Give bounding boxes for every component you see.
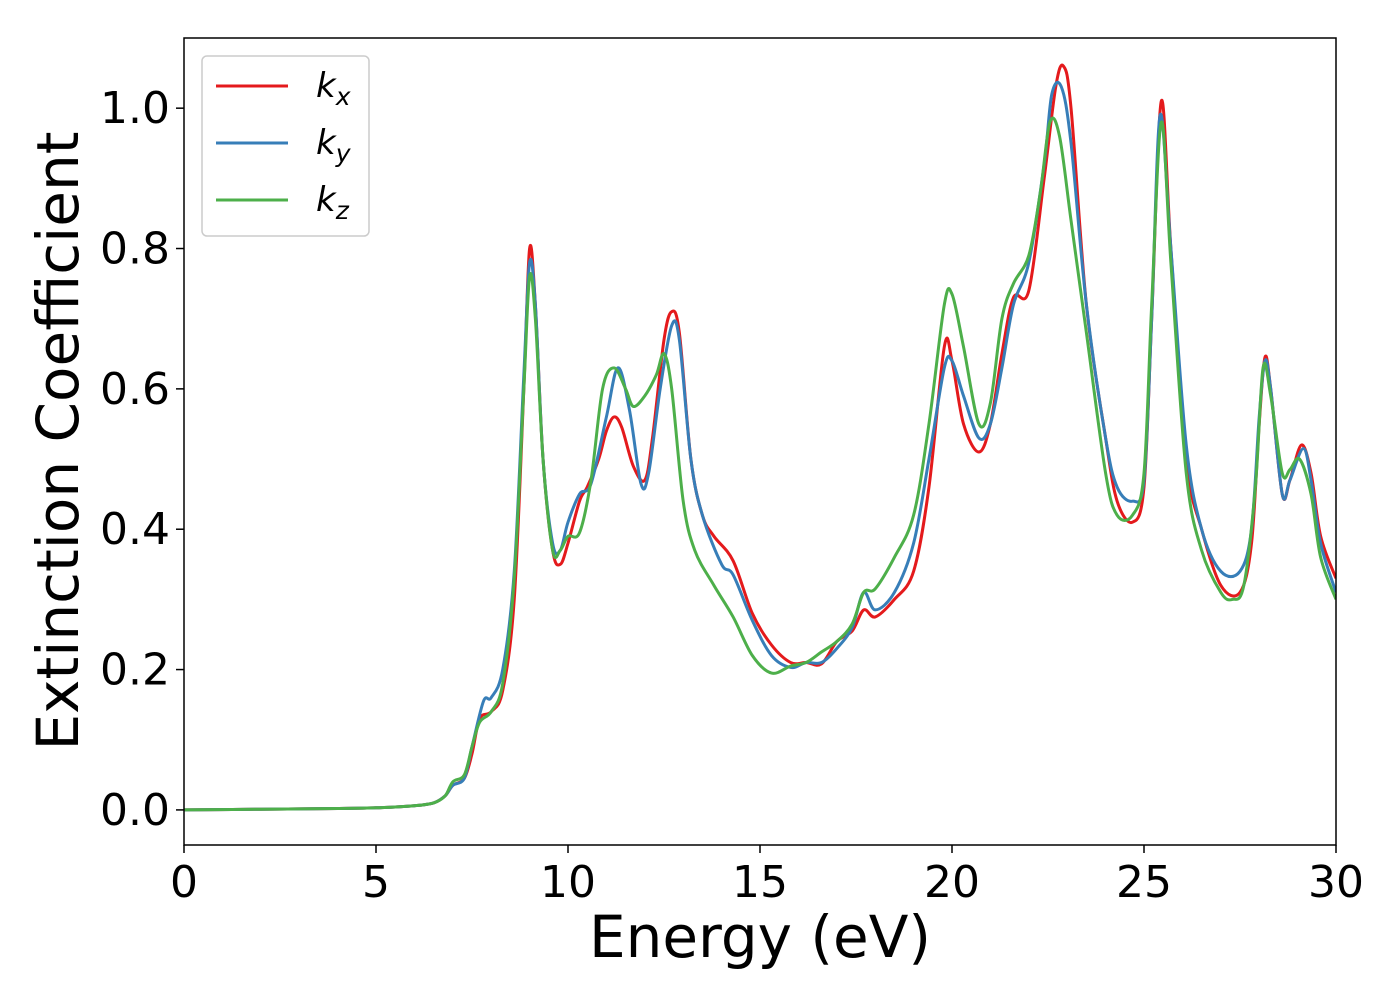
x-tick-label: 15 (732, 857, 788, 908)
x-tick-label: 20 (924, 857, 980, 908)
series-layer (184, 63, 1336, 812)
y-tick-label: 0.2 (100, 645, 170, 696)
y-tick-label: 0.8 (100, 224, 170, 275)
y-tick-label: 0.0 (100, 785, 170, 836)
series-line-kz (184, 116, 1336, 812)
plot-area (184, 63, 1336, 812)
x-axis-title: Energy (eV) (589, 903, 931, 971)
y-axis-title: Extinction Coefficient (24, 132, 92, 751)
y-tick-label: 0.6 (100, 364, 170, 415)
x-tick-label: 30 (1308, 857, 1364, 908)
y-tick-label: 1.0 (100, 83, 170, 134)
x-tick-label: 5 (362, 857, 390, 908)
y-axis-ticks: 0.0 0.2 0.4 0.6 0.8 1.0 (100, 83, 184, 836)
y-tick-label: 0.4 (100, 504, 170, 555)
x-tick-label: 25 (1116, 857, 1172, 908)
x-tick-label: 10 (540, 857, 596, 908)
legend-box (201, 55, 370, 237)
x-axis-ticks: 0 5 10 15 20 25 30 (170, 845, 1364, 908)
x-tick-label: 0 (170, 857, 198, 908)
